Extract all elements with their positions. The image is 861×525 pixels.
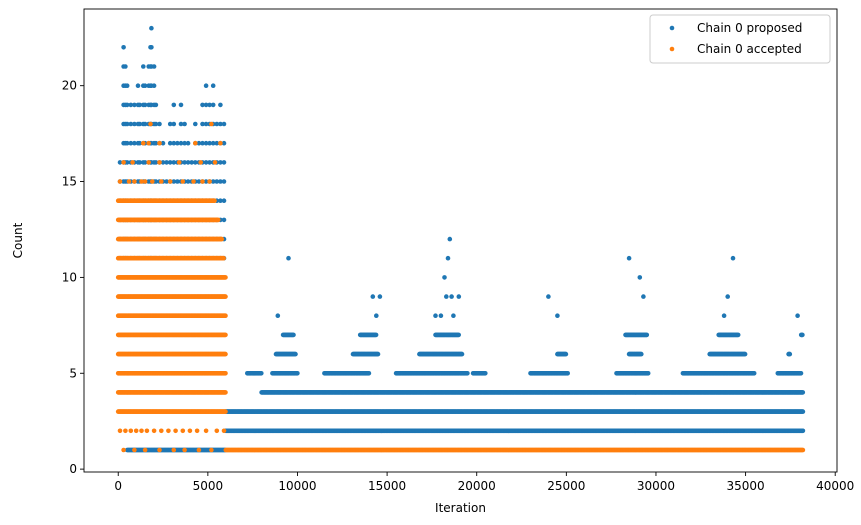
data-point (456, 332, 462, 338)
data-point (639, 351, 644, 357)
data-point (377, 294, 383, 299)
data-point (637, 275, 643, 280)
data-point (626, 255, 632, 261)
data-point (221, 179, 227, 184)
data-point (178, 102, 184, 108)
data-point (221, 217, 227, 223)
data-point (141, 64, 146, 69)
data-point (641, 294, 646, 299)
data-point (800, 332, 805, 338)
data-point (182, 121, 187, 127)
data-point (193, 121, 198, 127)
data-point (751, 371, 757, 376)
data-point (373, 332, 379, 338)
data-point (151, 83, 157, 88)
data-point (721, 313, 727, 319)
data-point (725, 294, 730, 299)
data-point (275, 313, 281, 319)
data-point (565, 371, 570, 376)
data-point (295, 371, 300, 376)
data-point (465, 371, 470, 376)
data-point (171, 102, 177, 108)
data-point (218, 102, 223, 108)
data-point (459, 351, 465, 357)
data-point (293, 351, 298, 357)
data-point (210, 102, 216, 108)
data-point (121, 45, 126, 50)
data-point (375, 351, 381, 357)
data-point (124, 83, 130, 88)
data-point (157, 121, 162, 127)
data-point (800, 390, 806, 395)
data-point (203, 83, 209, 88)
data-point (149, 25, 154, 31)
data-point (645, 371, 651, 376)
data-point (221, 160, 227, 165)
data-point (366, 371, 372, 376)
data-point (800, 428, 806, 434)
data-point (787, 351, 793, 357)
data-point (795, 313, 800, 319)
data-point (449, 294, 454, 299)
series-1 (115, 121, 806, 453)
series-0 (117, 25, 806, 453)
data-point (210, 83, 216, 88)
data-point (221, 198, 227, 203)
data-point (286, 255, 291, 261)
data-point (444, 294, 449, 299)
data-point (735, 332, 741, 338)
data-point (445, 255, 451, 261)
plot-area-border (83, 8, 838, 473)
data-point (149, 45, 154, 50)
data-point (259, 371, 264, 376)
data-point (742, 351, 748, 357)
data-point (555, 313, 560, 319)
data-point (153, 102, 159, 108)
series-layer (115, 25, 806, 453)
data-point (291, 332, 296, 338)
data-point (447, 236, 453, 242)
data-point (563, 351, 569, 357)
data-point (221, 121, 227, 127)
data-point (644, 332, 650, 338)
axes-frame (83, 8, 838, 473)
data-point (800, 409, 806, 414)
data-point (438, 313, 444, 319)
data-point (442, 275, 447, 280)
data-point (730, 255, 736, 261)
data-point (546, 294, 551, 299)
data-point (451, 313, 456, 319)
data-point (171, 121, 177, 127)
data-point (151, 64, 157, 69)
data-point (370, 294, 376, 299)
data-point (185, 140, 191, 146)
data-point (123, 64, 128, 69)
data-point (433, 313, 438, 319)
data-point (798, 371, 804, 376)
data-point (135, 83, 141, 88)
data-point (374, 313, 379, 319)
data-point (483, 371, 488, 376)
data-point (456, 294, 462, 299)
